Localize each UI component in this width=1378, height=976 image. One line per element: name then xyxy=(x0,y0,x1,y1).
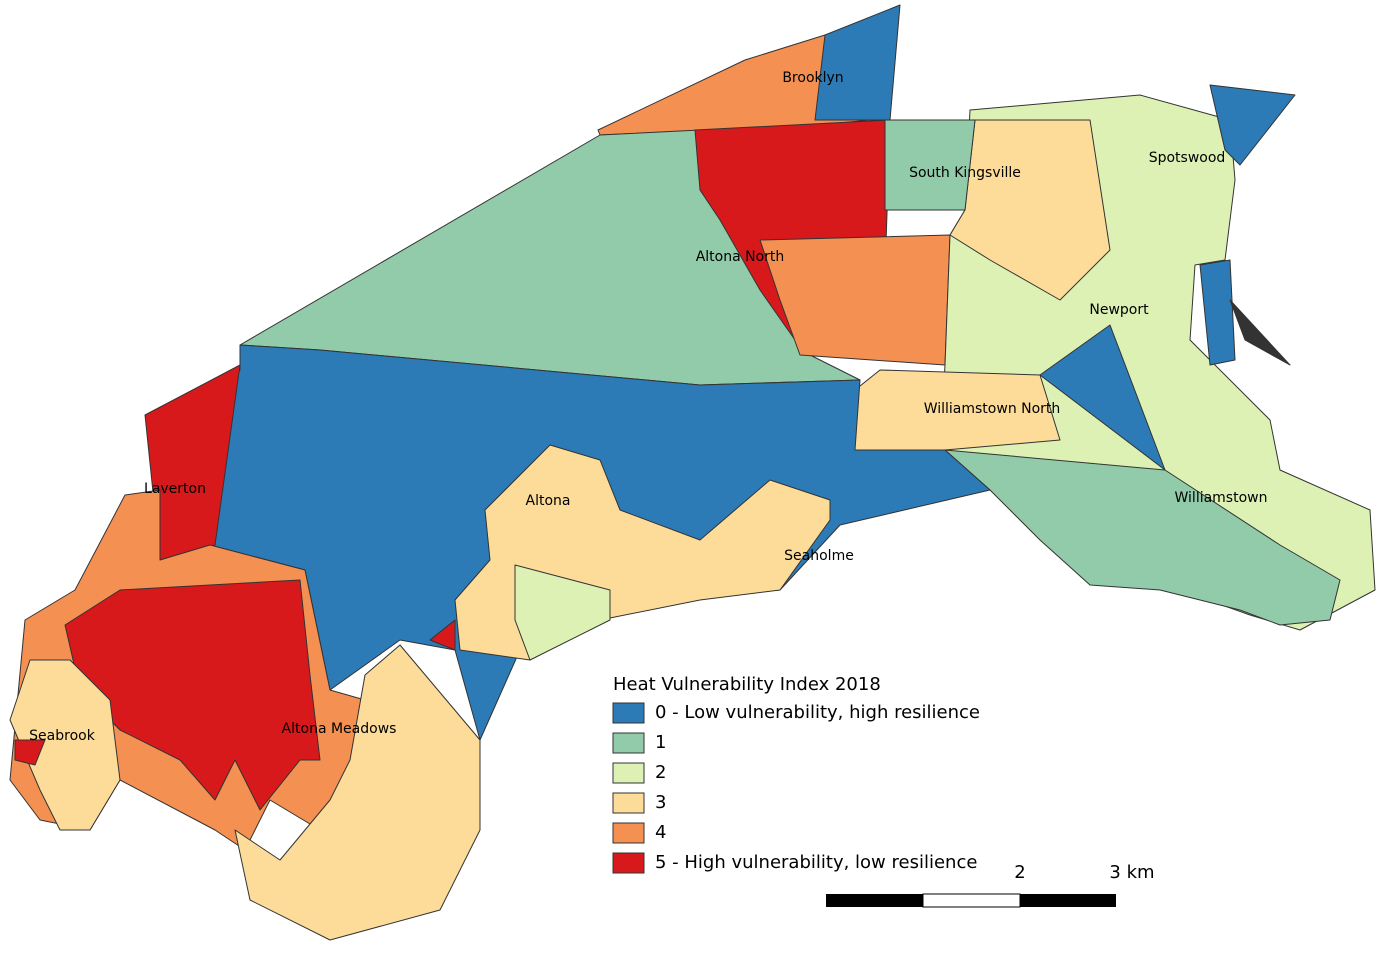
place-label: Williamstown xyxy=(1175,490,1268,506)
legend-swatch xyxy=(612,702,645,724)
place-label: Altona Meadows xyxy=(282,721,397,737)
legend-swatch xyxy=(612,762,645,784)
scale-label: 3 km xyxy=(1109,862,1154,883)
legend-label: 5 - High vulnerability, low resilience xyxy=(655,852,977,873)
region xyxy=(514,564,611,661)
region xyxy=(234,644,481,941)
legend-label: 0 - Low vulnerability, high resilience xyxy=(655,702,980,723)
legend-title: Heat Vulnerability Index 2018 xyxy=(613,674,881,695)
place-label: South Kingsville xyxy=(909,165,1021,181)
place-label: Newport xyxy=(1089,302,1149,318)
scale-label: 2 xyxy=(1014,862,1025,883)
legend: Heat Vulnerability Index 2018 0 - Low vu… xyxy=(612,674,980,874)
region xyxy=(949,119,1111,301)
place-label: Laverton xyxy=(144,481,206,497)
legend-label: 4 xyxy=(655,822,666,843)
legend-swatch xyxy=(612,792,645,814)
coast-feature xyxy=(1229,299,1291,366)
region xyxy=(944,449,1341,626)
place-labels: Brooklyn South Kingsville Spotswood Alto… xyxy=(29,70,1267,744)
legend-label: 3 xyxy=(655,792,666,813)
region xyxy=(14,739,46,766)
legend-label: 2 xyxy=(655,762,666,783)
scale-segment xyxy=(1020,894,1116,907)
place-label: Altona North xyxy=(696,249,785,265)
legend-label: 1 xyxy=(655,732,666,753)
regions xyxy=(9,4,1376,941)
place-label: Spotswood xyxy=(1149,150,1226,166)
place-label: Williamstown North xyxy=(924,401,1061,417)
place-label: Seaholme xyxy=(784,548,854,564)
region xyxy=(429,619,456,651)
legend-swatch xyxy=(612,852,645,874)
scale-segment xyxy=(826,894,923,907)
scale-bar: 2 3 km xyxy=(826,862,1155,908)
region xyxy=(814,4,901,121)
scale-segment xyxy=(922,893,1021,908)
place-label: Brooklyn xyxy=(782,70,843,86)
region xyxy=(759,234,951,366)
region xyxy=(1209,84,1296,166)
region xyxy=(1039,324,1166,471)
region xyxy=(9,659,121,831)
region xyxy=(1199,259,1236,366)
place-label: Altona xyxy=(526,493,571,509)
region xyxy=(884,119,976,211)
place-label: Seabrook xyxy=(29,728,96,744)
legend-swatch xyxy=(612,732,645,754)
region xyxy=(64,579,321,811)
legend-swatch xyxy=(612,822,645,844)
